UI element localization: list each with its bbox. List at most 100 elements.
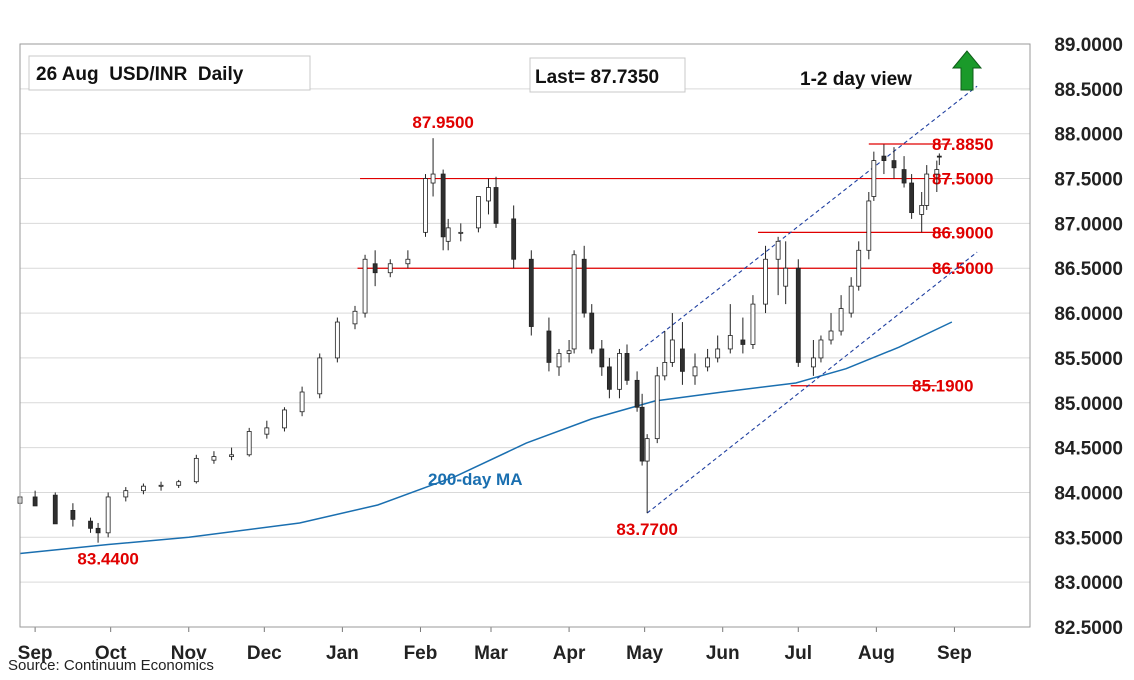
last-box [529,57,686,93]
candle-body [654,375,660,440]
x-tick-label: Feb [404,643,438,664]
level-label: 85.1900 [912,377,973,396]
candle-body [891,160,897,169]
candle-body [511,218,517,260]
candle-body [750,303,756,345]
y-tick-label: 88.5000 [1054,80,1123,101]
plot-frame [19,43,1031,628]
y-tick-label: 82.5000 [1054,618,1123,639]
candle-body [705,357,711,368]
candle-body [818,339,824,359]
candle-body [901,169,907,184]
ma-200-line [19,321,953,555]
x-tick-label: Jan [326,643,359,664]
x-tick-label: Sep [937,643,972,664]
candle-body [528,258,534,327]
y-tick-label: 86.5000 [1054,259,1123,280]
last-price-label: Last= 87.7350 [535,67,659,88]
candle-body [606,366,612,390]
candle-body [856,249,862,287]
candle-body [405,258,411,265]
x-tick-label: Aug [858,643,895,664]
candle-body [486,187,491,202]
annotation-label: 87.9500 [412,113,473,132]
candle-body [924,173,930,206]
candle-body [493,187,499,224]
candle-body [211,456,217,461]
y-tick-label: 84.5000 [1054,439,1123,460]
candle-body [229,454,234,457]
candle-body [783,267,789,287]
candle-body [571,254,577,350]
y-tick-label: 88.0000 [1054,125,1123,146]
channel-lower-line [646,251,978,514]
candle-body [158,484,164,487]
candle-body [299,391,305,413]
candle-body [581,258,587,314]
candle-body [445,227,451,242]
candle-body [680,348,685,372]
x-tick-label: Mar [474,643,508,664]
chart-title: 26 Aug USD/INR Daily [36,64,244,85]
x-tick-label: Apr [553,643,586,664]
x-tick-label: Sep [18,643,53,664]
source-note: Source: Continuum Economics [8,657,214,674]
price-annotations: 87.9500 83.7700 83.4400 [77,113,677,569]
candle-body [246,431,252,456]
candle-body [715,348,721,359]
annotation-label: 83.7700 [616,520,677,539]
view-label: 1-2 day view [800,69,912,90]
candle-body [936,155,942,158]
candle-body [141,485,146,492]
x-tick-label: Oct [95,643,127,664]
candle-body [617,353,622,390]
title-box [28,55,311,91]
ma-200-path [19,321,953,555]
candle-body [317,357,323,395]
channel-upper-line [639,85,978,352]
y-tick-label: 85.0000 [1054,394,1123,415]
candle-body [32,496,38,507]
level-label: 86.9000 [932,223,993,242]
candle-body [352,310,358,325]
candle-body [387,263,393,274]
y-tick-label: 83.0000 [1054,573,1123,594]
y-tick-label: 86.0000 [1054,304,1123,325]
x-axis-ticks: Sep Oct Nov Dec Jan Feb Mar Apr May Jun Jul Aug Sep [18,627,972,664]
candle-body [123,490,129,498]
ma-label: 200-day MA [428,470,522,489]
candle-body [763,258,768,305]
trend-channel [639,85,978,514]
candle-body [282,409,287,429]
candle-body [866,200,872,251]
candle-body [95,527,101,534]
candle-body [624,353,630,381]
candle-body [848,285,854,314]
candle-body [70,509,76,520]
candle-body [828,330,834,341]
y-tick-label: 89.0000 [1054,35,1123,56]
candle-body [599,348,605,368]
candle-body [909,182,915,214]
level-label: 86.5000 [932,259,993,278]
candle-body [740,339,746,345]
candle-body [423,178,428,233]
candle-body [871,160,877,197]
candle-body [692,366,698,377]
candle-body [264,427,270,435]
candle-body [556,353,562,368]
candle-body [727,335,733,350]
candle-body [176,481,182,486]
candle-body [458,231,464,234]
candle-body [919,205,925,215]
candle-body [669,339,675,363]
candle-body [662,362,668,377]
candle-body [193,457,199,483]
candle-body [372,263,378,274]
candle-body [810,357,816,368]
x-tick-label: Dec [247,643,282,664]
up-arrow-icon [951,50,983,91]
candle-body [795,267,801,363]
y-axis-ticks: 89.0000 88.5000 88.0000 87.5000 87.0000 86.50… [1054,35,1123,639]
